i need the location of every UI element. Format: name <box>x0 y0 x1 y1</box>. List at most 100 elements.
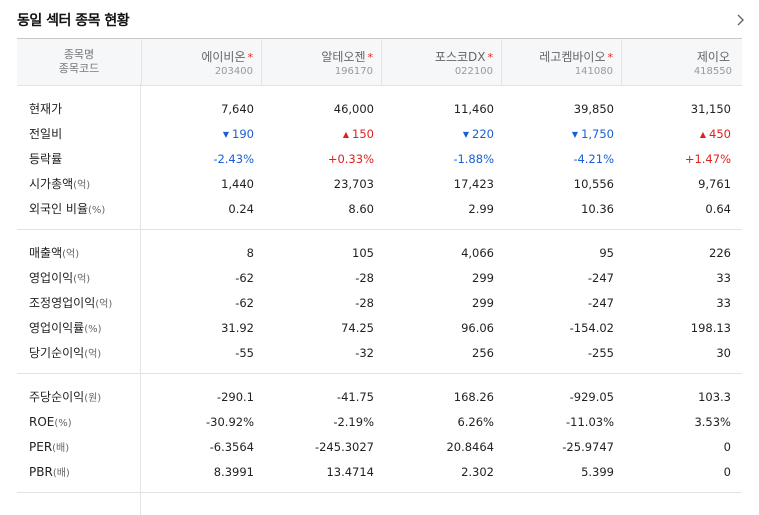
header-label-cell: 종목명 종목코드 <box>17 39 142 85</box>
value-text: -30.92% <box>206 414 254 429</box>
value-text: 168.26 <box>453 389 494 404</box>
value-cell: ▲ 450 <box>621 127 741 141</box>
value-text: 4,066 <box>461 245 494 260</box>
row-unit: (억) <box>73 180 91 191</box>
value-cell: +0.33% <box>261 152 381 166</box>
row-label-text: 전일비 <box>29 127 63 141</box>
stock-name[interactable]: 레고켐바이오 <box>539 50 606 64</box>
value-text: -62 <box>235 295 254 310</box>
value-text: -6.3564 <box>209 439 254 454</box>
row-label-text: 영업이익 <box>29 271 74 285</box>
stock-marker: * <box>367 51 374 64</box>
table-row: 시가총액(억) 1,440 23,703 17,423 10,556 9,761 <box>17 171 742 196</box>
row-unit: (원) <box>84 393 102 404</box>
value-cell: 2.99 <box>381 202 501 216</box>
row-unit: (억) <box>73 274 91 285</box>
stock-header-5[interactable]: 제이오 418550 <box>622 39 742 85</box>
value-text: -55 <box>235 345 254 360</box>
triangle-down-icon: ▼ <box>571 129 579 139</box>
price-section: 현재가 7,640 46,000 11,460 39,850 31,150 전일비 ▼ 190 ▲… <box>17 86 742 230</box>
value-cell: -245.3027 <box>261 440 381 454</box>
table-row: 외국인 비율(%) 0.24 8.60 2.99 10.36 0.64 <box>17 196 742 221</box>
value-cell: 4,066 <box>381 246 501 260</box>
value-text: 8.60 <box>348 201 374 216</box>
stock-header-4[interactable]: 레고켐바이오 * 141080 <box>502 39 622 85</box>
table-row: ROE(%) -30.92% -2.19% 6.26% -11.03% 3.53% <box>17 409 742 434</box>
value-text: -11.03% <box>566 414 614 429</box>
value-cell: -2.19% <box>261 415 381 429</box>
row-unit: (%) <box>54 417 72 429</box>
stock-name[interactable]: 알테오젠 <box>321 50 366 64</box>
value-cell: -25.9747 <box>501 440 621 454</box>
row-unit: (배) <box>52 468 70 479</box>
stock-code: 203400 <box>214 66 253 77</box>
value-cell: -929.05 <box>501 390 621 404</box>
stock-header-3[interactable]: 포스코DX * 022100 <box>382 39 502 85</box>
table-row: 현재가 7,640 46,000 11,460 39,850 31,150 <box>17 96 742 121</box>
stock-marker: * <box>247 51 254 64</box>
row-label: 현재가 <box>17 100 141 117</box>
earnings-section: 매출액(억) 8 105 4,066 95 226 영업이익(억) -62 -28 299 -247… <box>17 230 742 374</box>
value-cell: 198.13 <box>621 321 741 335</box>
value-text: 220 <box>472 126 494 141</box>
value-cell: 0.24 <box>141 202 261 216</box>
stock-code: 022100 <box>454 66 493 77</box>
row-label: 영업이익(억) <box>17 269 141 286</box>
value-text: 2.99 <box>468 201 494 216</box>
row-label-text: 시가총액 <box>29 177 74 191</box>
value-cell: 10.36 <box>501 202 621 216</box>
stock-marker: * <box>607 51 614 64</box>
value-text: 450 <box>709 126 731 141</box>
value-text: 74.25 <box>341 320 374 335</box>
value-text: 1,750 <box>581 126 614 141</box>
row-unit: (억) <box>84 349 102 360</box>
value-cell: 33 <box>621 296 741 310</box>
row-label-text: PBR <box>29 465 53 479</box>
stock-name[interactable]: 에이비온 <box>201 50 246 64</box>
row-label: 조정영업이익(억) <box>17 294 141 311</box>
value-cell: 0 <box>621 440 741 454</box>
value-cell: 226 <box>621 246 741 260</box>
row-unit: (%) <box>84 324 102 335</box>
row-label: PBR(배) <box>17 464 141 479</box>
value-cell: 103.3 <box>621 390 741 404</box>
value-text: -41.75 <box>336 389 374 404</box>
value-text: -247 <box>587 295 614 310</box>
column-divider <box>140 84 141 515</box>
value-text: -25.9747 <box>562 439 614 454</box>
value-text: 0 <box>723 439 731 454</box>
triangle-down-icon: ▼ <box>222 129 230 139</box>
table-row: 매출액(억) 8 105 4,066 95 226 <box>17 240 742 265</box>
value-text: -255 <box>587 345 614 360</box>
value-text: 2.302 <box>461 464 494 479</box>
value-text: 150 <box>352 126 374 141</box>
value-cell: 3.53% <box>621 415 741 429</box>
row-label-text: 외국인 비율 <box>29 202 89 216</box>
value-cell: 31.92 <box>141 321 261 335</box>
value-cell: ▼ 1,750 <box>501 127 621 141</box>
stock-header-1[interactable]: 에이비온 * 203400 <box>142 39 262 85</box>
stock-header-2[interactable]: 알테오젠 * 196170 <box>262 39 382 85</box>
value-text: -28 <box>355 270 374 285</box>
value-cell: 10,556 <box>501 177 621 191</box>
value-text: -28 <box>355 295 374 310</box>
row-label: 주당순이익(원) <box>17 388 141 405</box>
value-cell: +1.47% <box>621 152 741 166</box>
row-unit: (억) <box>95 299 113 310</box>
value-cell: -247 <box>501 296 621 310</box>
value-text: -4.21% <box>573 151 614 166</box>
value-cell: 13.4714 <box>261 465 381 479</box>
value-cell: 5.399 <box>501 465 621 479</box>
value-cell: -30.92% <box>141 415 261 429</box>
value-cell: 8 <box>141 246 261 260</box>
value-text: 0 <box>723 464 731 479</box>
value-cell: 31,150 <box>621 102 741 116</box>
value-text: 8 <box>246 245 254 260</box>
table-row: 등락률 -2.43% +0.33% -1.88% -4.21% +1.47% <box>17 146 742 171</box>
stock-name[interactable]: 제이오 <box>696 50 730 64</box>
value-cell: 105 <box>261 246 381 260</box>
chevron-right-icon[interactable] <box>733 13 747 27</box>
value-text: -2.43% <box>213 151 254 166</box>
table-row: 당기순이익(억) -55 -32 256 -255 30 <box>17 340 742 365</box>
stock-name[interactable]: 포스코DX <box>434 50 486 64</box>
